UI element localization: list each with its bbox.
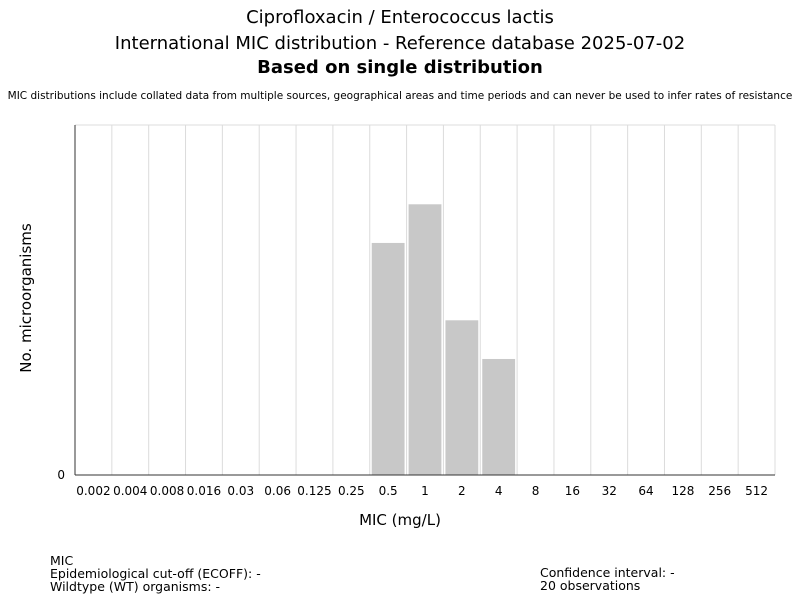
x-tick-label: 16 — [565, 484, 580, 498]
chart-title-line1: Ciprofloxacin / Enterococcus lactis — [246, 7, 554, 28]
chart-subtitle: Based on single distribution — [257, 57, 543, 78]
y-axis-label: No. microorganisms — [17, 223, 35, 373]
disclaimer-note: MIC distributions include collated data … — [7, 90, 793, 102]
confidence-text: Confidence interval: - — [540, 565, 675, 580]
x-tick-label: 32 — [602, 484, 617, 498]
footer-left: MIC Epidemiological cut-off (ECOFF): - W… — [50, 554, 261, 593]
x-tick-label: 2 — [458, 484, 466, 498]
x-tick-label: 0.25 — [338, 484, 365, 498]
x-tick-label: 1 — [421, 484, 429, 498]
y-tick-label: 0 — [57, 468, 65, 482]
x-tick-label: 0.002 — [76, 484, 110, 498]
x-tick-label: 0.03 — [227, 484, 254, 498]
footer-right: Confidence interval: - 20 observations — [540, 566, 675, 592]
x-tick-label: 4 — [495, 484, 503, 498]
bar — [408, 204, 442, 475]
bar — [445, 320, 479, 475]
x-axis-label: MIC (mg/L) — [359, 511, 441, 529]
chart-title-line2: International MIC distribution - Referen… — [114, 33, 686, 54]
x-tick-label: 0.004 — [113, 484, 147, 498]
bar — [371, 242, 405, 475]
x-tick-label: 512 — [745, 484, 768, 498]
x-tick-label: 64 — [638, 484, 653, 498]
x-tick-label: 0.06 — [264, 484, 291, 498]
x-tick-label: 0.125 — [297, 484, 331, 498]
mic-label: MIC — [50, 553, 74, 568]
x-tick-label: 0.5 — [379, 484, 398, 498]
x-tick-label: 0.008 — [150, 484, 184, 498]
x-tick-label: 256 — [708, 484, 731, 498]
bar — [482, 358, 516, 475]
wildtype-text: Wildtype (WT) organisms: - — [50, 579, 221, 594]
ecoff-text: Epidemiological cut-off (ECOFF): - — [50, 566, 261, 581]
observations-text: 20 observations — [540, 578, 641, 593]
x-tick-label: 8 — [532, 484, 540, 498]
x-tick-label: 0.016 — [187, 484, 221, 498]
x-tick-label: 128 — [671, 484, 694, 498]
